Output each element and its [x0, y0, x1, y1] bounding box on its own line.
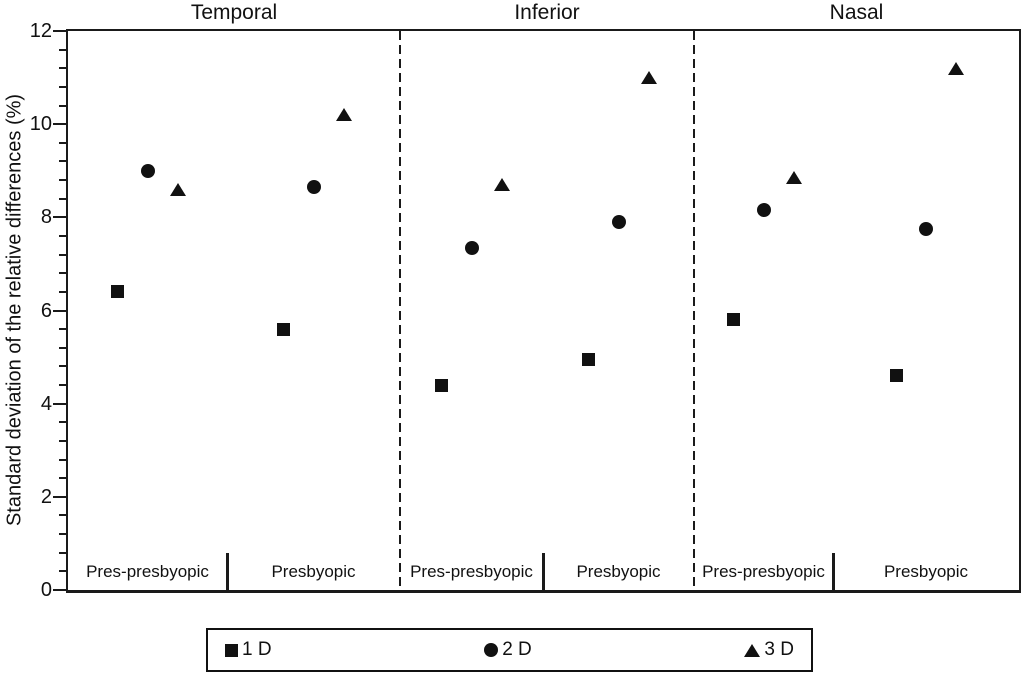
y-minor-tick	[59, 365, 66, 368]
y-minor-tick	[59, 160, 66, 163]
y-minor-tick	[59, 67, 66, 70]
marker-circle	[140, 163, 155, 178]
group-label: Pres-presbyopic	[702, 562, 825, 581]
y-tick-label: 6	[40, 299, 52, 322]
marker-circle	[919, 221, 933, 236]
panel-separator-dashed-line	[693, 31, 695, 590]
circle-icon	[484, 643, 499, 657]
marker-triangle	[335, 108, 352, 122]
y-minor-tick	[59, 328, 66, 331]
y-minor-tick	[59, 570, 66, 573]
marker-triangle	[948, 61, 964, 75]
y-tick-label: 0	[40, 579, 52, 601]
y-minor-tick	[59, 346, 66, 349]
plot-border-right	[1019, 31, 1021, 590]
y-minor-tick	[59, 234, 66, 237]
panel-separator-dashed-line	[399, 31, 401, 590]
marker-triangle	[169, 182, 186, 196]
y-minor-tick	[59, 141, 66, 144]
marker-square	[727, 313, 740, 327]
group-label: Pres-presbyopic	[86, 562, 209, 581]
y-tick-label: 12	[29, 20, 52, 42]
y-minor-tick	[59, 85, 66, 88]
legend-label-3d: 3 D	[764, 639, 794, 660]
group-label: Presbyopic	[883, 562, 969, 581]
group-label: Presbyopic	[576, 562, 661, 581]
plot-area: Pres-presbyopic Presbyopic Pres-presbyopic…	[53, 29, 1021, 593]
y-tick-label: 10	[29, 113, 52, 136]
y-minor-tick	[59, 104, 66, 107]
plot-border-top	[66, 29, 1021, 31]
marker-triangle	[640, 71, 657, 85]
y-minor-tick	[59, 477, 66, 480]
plot-border-bottom	[66, 590, 1021, 593]
legend-item-1d: 1 D	[225, 639, 272, 661]
marker-circle	[611, 214, 626, 229]
y-major-tick	[53, 309, 66, 312]
marker-triangle	[493, 178, 510, 192]
y-tick-label: 8	[40, 206, 52, 229]
y-tick-label: 2	[40, 485, 52, 508]
panel-title-inferior: Inferior	[514, 1, 580, 24]
y-major-tick	[53, 216, 66, 219]
marker-circle	[464, 240, 479, 255]
group-divider-tick	[226, 553, 229, 590]
y-major-tick	[53, 495, 66, 498]
y-axis-line	[66, 31, 68, 590]
y-major-tick	[53, 589, 66, 591]
y-minor-tick	[59, 439, 66, 442]
y-minor-tick	[59, 272, 66, 275]
legend: 1 D 2 D 3 D	[206, 628, 813, 672]
y-minor-tick	[59, 514, 66, 517]
marker-square	[889, 369, 903, 383]
legend-item-2d: 2 D	[484, 639, 532, 661]
legend-label-1d: 1 D	[242, 639, 272, 660]
marker-circle	[306, 180, 321, 195]
legend-label-2d: 2 D	[502, 639, 532, 660]
y-major-tick	[53, 30, 66, 32]
marker-square	[582, 352, 595, 366]
y-minor-tick	[59, 48, 66, 51]
y-minor-tick	[59, 179, 66, 182]
y-minor-tick	[59, 421, 66, 424]
group-divider-tick	[542, 553, 545, 590]
y-minor-tick	[59, 458, 66, 461]
y-minor-tick	[59, 384, 66, 387]
y-minor-tick	[59, 290, 66, 293]
marker-square	[111, 285, 124, 299]
y-minor-tick	[59, 253, 66, 256]
y-tick-label: 4	[40, 392, 52, 415]
marker-square	[435, 378, 448, 392]
marker-square	[277, 322, 290, 336]
y-minor-tick	[59, 551, 66, 554]
group-divider-tick	[832, 553, 835, 590]
y-major-tick	[53, 402, 66, 405]
triangle-icon	[744, 643, 761, 657]
panel-title-nasal: Nasal	[829, 1, 884, 24]
y-major-tick	[53, 123, 66, 126]
group-label: Pres-presbyopic	[410, 562, 533, 581]
marker-circle	[756, 203, 771, 218]
y-minor-tick	[59, 197, 66, 200]
y-minor-tick	[59, 533, 66, 536]
legend-item-3d: 3 D	[744, 639, 794, 661]
group-label: Presbyopic	[271, 562, 356, 581]
square-icon	[225, 643, 238, 657]
marker-triangle	[785, 171, 802, 185]
panel-title-temporal: Temporal	[190, 1, 278, 24]
